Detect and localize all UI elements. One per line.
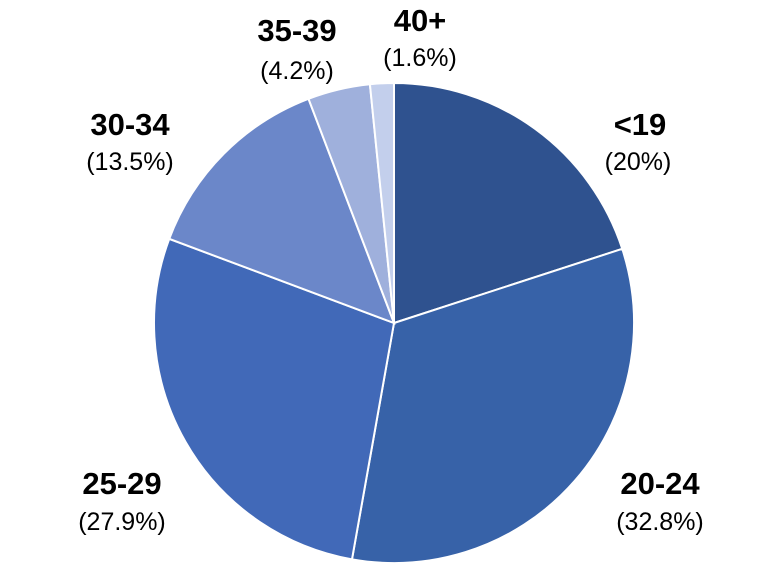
slice-percent-25-29: (27.9%) [78,508,166,536]
slice-label-30-34: 30-34 [90,107,170,142]
pie-slice-40-plus [368,81,395,324]
slice-percent-40-plus: (1.6%) [383,44,457,72]
slice-label-35-39: 35-39 [257,13,336,48]
slice-label-20-24: 20-24 [620,466,700,501]
slice-label-under-19: <19 [614,107,667,142]
slice-percent-35-39: (4.2%) [260,57,334,85]
slice-percent-30-34: (13.5%) [86,148,174,176]
pie-labels: <19 (20%) 20-24 (32.8%) 25-29 (27.9%) 30… [78,3,704,536]
slice-label-40-plus: 40+ [394,3,447,38]
slice-percent-20-24: (32.8%) [616,508,704,536]
pie-slice-20-24 [350,247,635,564]
pie-slice-30-34 [167,97,396,325]
slice-percent-under-19: (20%) [605,148,672,176]
slice-label-25-29: 25-29 [82,466,161,501]
pie-slices [153,81,635,564]
pie-slice-under-19 [393,81,624,325]
pie-slice-25-29 [153,237,396,561]
